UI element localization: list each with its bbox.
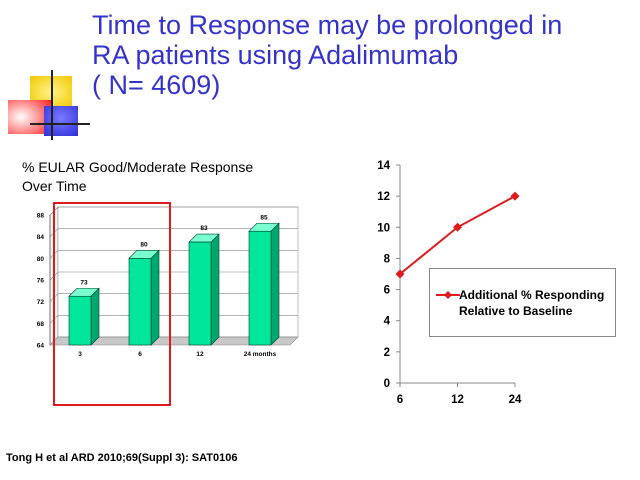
title-line: ( N= 4609) — [92, 70, 221, 100]
x-tick-label: 24 — [509, 394, 522, 406]
y-tick-label: 6 — [384, 285, 390, 297]
citation: Tong H et al ARD 2010;69(Suppl 3): SAT01… — [6, 452, 238, 464]
x-tick-label: 12 — [196, 351, 204, 358]
data-point — [510, 191, 520, 201]
gridline — [49, 206, 298, 216]
y-tick-label: 4 — [384, 316, 391, 328]
data-label: 73 — [80, 279, 88, 286]
bar — [128, 258, 152, 346]
bar — [248, 230, 272, 346]
y-tick-label: 8 — [384, 253, 391, 265]
y-tick-label: 76 — [37, 278, 45, 285]
bar — [188, 241, 212, 346]
y-tick-label: 68 — [37, 321, 45, 328]
data-point — [453, 222, 462, 232]
chart-legend: Additional % Responding Relative to Base… — [429, 268, 616, 337]
title-line: RA patients using Adalimumab — [92, 40, 459, 70]
caption-line: Over Time — [22, 178, 87, 194]
x-tick-label: 24 months — [244, 351, 277, 358]
cross-squares-logo-icon — [8, 70, 90, 140]
y-tick-label: 80 — [37, 256, 45, 263]
data-point — [395, 269, 405, 279]
legend-label: Additional % Responding Relative to Base… — [459, 287, 604, 319]
y-tick-label: 12 — [377, 191, 390, 203]
legend-line-marker-icon — [436, 291, 460, 299]
highlight-box — [53, 202, 171, 406]
bar-side — [270, 222, 280, 346]
y-tick-label: 14 — [377, 160, 390, 172]
gridline — [49, 228, 298, 237]
title-line: Time to Response may be prolonged in — [92, 10, 563, 40]
bar-chart: 64 68 72 76 80 84 88 73 3 80 6 83 12 85 24 months — [37, 206, 299, 358]
y-tick-label: 0 — [384, 378, 390, 390]
slide-title: Time to Response may be prolonged in RA … — [92, 10, 632, 100]
y-tick-label: 2 — [384, 347, 390, 359]
data-label: 80 — [140, 241, 148, 248]
y-tick-label: 84 — [37, 234, 45, 241]
y-tick-label: 72 — [37, 299, 45, 306]
bar-side — [210, 233, 220, 346]
data-label: 83 — [200, 225, 208, 232]
x-tick-label: 12 — [451, 394, 464, 406]
x-tick-label: 6 — [397, 394, 403, 406]
legend-line: Additional % Responding — [459, 288, 605, 302]
x-tick-label: 3 — [78, 351, 82, 358]
y-tick-label: 10 — [377, 222, 390, 234]
y-tick-label: 64 — [37, 343, 45, 350]
caption-line: % EULAR Good/Moderate Response — [22, 159, 254, 175]
bar-chart-caption: % EULAR Good/Moderate Response Over Time — [22, 158, 302, 196]
x-tick-label: 6 — [138, 351, 142, 358]
legend-line: Relative to Baseline — [459, 304, 573, 318]
bar — [68, 295, 92, 346]
data-label: 85 — [260, 214, 268, 221]
series-line — [399, 195, 516, 275]
y-tick-label: 88 — [37, 213, 45, 220]
